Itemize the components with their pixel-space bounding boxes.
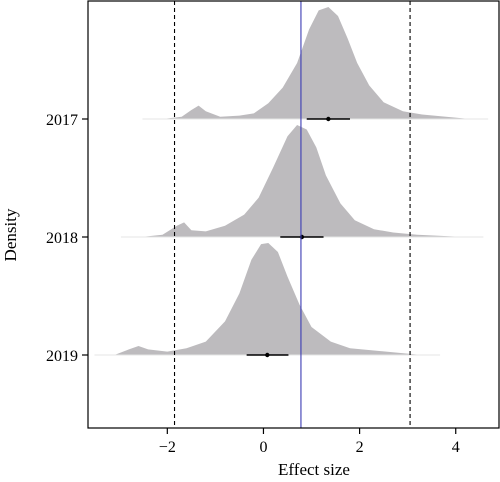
reference-lines-layer bbox=[173, 1, 411, 428]
ridge-2018 bbox=[120, 125, 484, 240]
ridges-layer bbox=[94, 7, 489, 358]
plot-frame bbox=[87, 0, 500, 429]
y-axis-title: Density bbox=[1, 208, 20, 261]
x-tick-label-2: 2 bbox=[356, 439, 364, 456]
x-axis: −2 0 2 4 bbox=[159, 428, 460, 456]
y-tick-label-2018: 2018 bbox=[46, 230, 78, 247]
y-axis: 2017 2018 2019 bbox=[46, 112, 88, 365]
mean-point-2017 bbox=[326, 116, 331, 122]
x-tick-label-0: −2 bbox=[159, 439, 176, 456]
x-tick-label-3: 4 bbox=[452, 439, 460, 456]
mean-point-2019 bbox=[265, 352, 270, 358]
density-area-2017 bbox=[162, 7, 471, 119]
y-tick-label-2017: 2017 bbox=[46, 112, 78, 129]
y-tick-label-2019: 2019 bbox=[46, 348, 78, 365]
density-area-2019 bbox=[114, 243, 423, 355]
x-tick-label-1: 0 bbox=[259, 439, 267, 456]
ridge-2017 bbox=[142, 7, 489, 122]
density-area-2018 bbox=[140, 125, 466, 237]
x-axis-title: Effect size bbox=[278, 460, 350, 479]
mean-point-2018 bbox=[299, 234, 305, 240]
ridge-2019 bbox=[94, 243, 441, 358]
